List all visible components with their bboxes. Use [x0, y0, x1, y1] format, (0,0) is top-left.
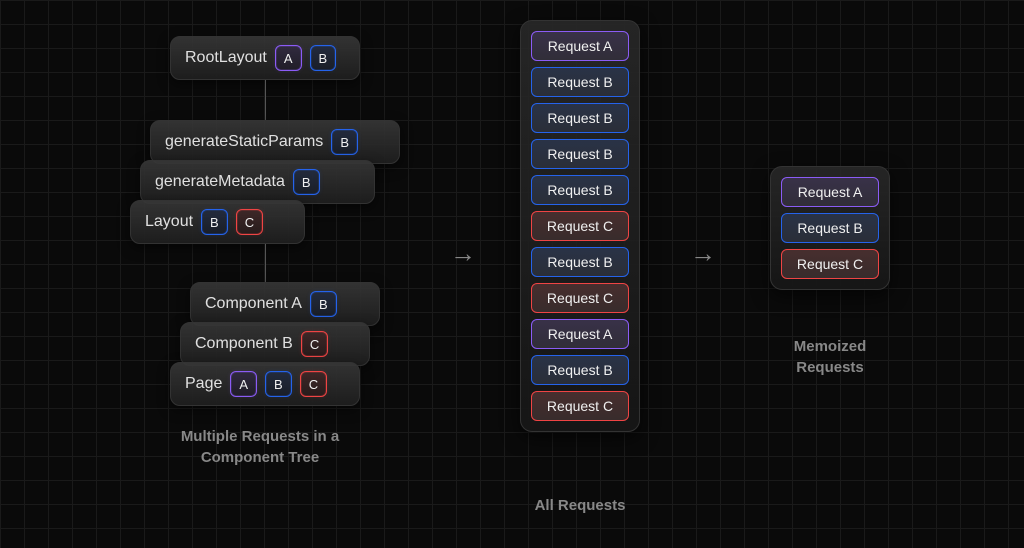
tree-node-gsp: generateStaticParams B: [150, 120, 400, 164]
all-requests-panel: Request A Request B Request B Request B Requ…: [520, 20, 640, 432]
request-chip-b: B: [310, 291, 337, 317]
request-chip-b: B: [265, 371, 292, 397]
tree-node-root: RootLayout A B: [170, 36, 360, 80]
request-chip-b: B: [331, 129, 358, 155]
request-chip: Request B: [781, 213, 879, 243]
caption-component-tree: Multiple Requests in a Component Tree: [155, 426, 365, 468]
arrow-icon: →: [450, 240, 476, 266]
request-chip: Request B: [531, 139, 629, 169]
request-chip-c: C: [301, 331, 328, 357]
request-chip: Request B: [531, 103, 629, 133]
request-chip: Request C: [781, 249, 879, 279]
request-chip: Request A: [531, 319, 629, 349]
request-chip: Request C: [531, 283, 629, 313]
arrow-icon: →: [690, 240, 716, 266]
request-chip-c: C: [300, 371, 327, 397]
node-label: Layout: [145, 213, 193, 231]
request-chip-c: C: [236, 209, 263, 235]
tree-node-comp-a: Component A B: [190, 282, 380, 326]
node-label: Component B: [195, 335, 293, 353]
request-chip-b: B: [201, 209, 228, 235]
request-chip-a: A: [275, 45, 302, 71]
request-chip: Request A: [781, 177, 879, 207]
node-label: generateMetadata: [155, 173, 285, 191]
request-chip: Request B: [531, 67, 629, 97]
memoized-panel: Request A Request B Request C: [770, 166, 890, 290]
request-chip: Request C: [531, 211, 629, 241]
tree-node-comp-b: Component B C: [180, 322, 370, 366]
request-chip: Request A: [531, 31, 629, 61]
request-chip: Request B: [531, 247, 629, 277]
connector-line: [265, 244, 266, 282]
request-chip-b: B: [293, 169, 320, 195]
request-chip: Request B: [531, 355, 629, 385]
node-label: Component A: [205, 295, 302, 313]
node-label: Page: [185, 375, 222, 393]
node-label: RootLayout: [185, 49, 267, 67]
caption-all-requests: All Requests: [520, 495, 640, 516]
tree-node-layout: Layout B C: [130, 200, 305, 244]
request-chip-b: B: [310, 45, 337, 71]
node-label: generateStaticParams: [165, 133, 323, 151]
request-chip: Request B: [531, 175, 629, 205]
request-chip: Request C: [531, 391, 629, 421]
caption-memoized: Memoized Requests: [770, 336, 890, 378]
request-chip-a: A: [230, 371, 257, 397]
tree-node-gm: generateMetadata B: [140, 160, 375, 204]
connector-line: [265, 80, 266, 120]
tree-node-page: Page A B C: [170, 362, 360, 406]
